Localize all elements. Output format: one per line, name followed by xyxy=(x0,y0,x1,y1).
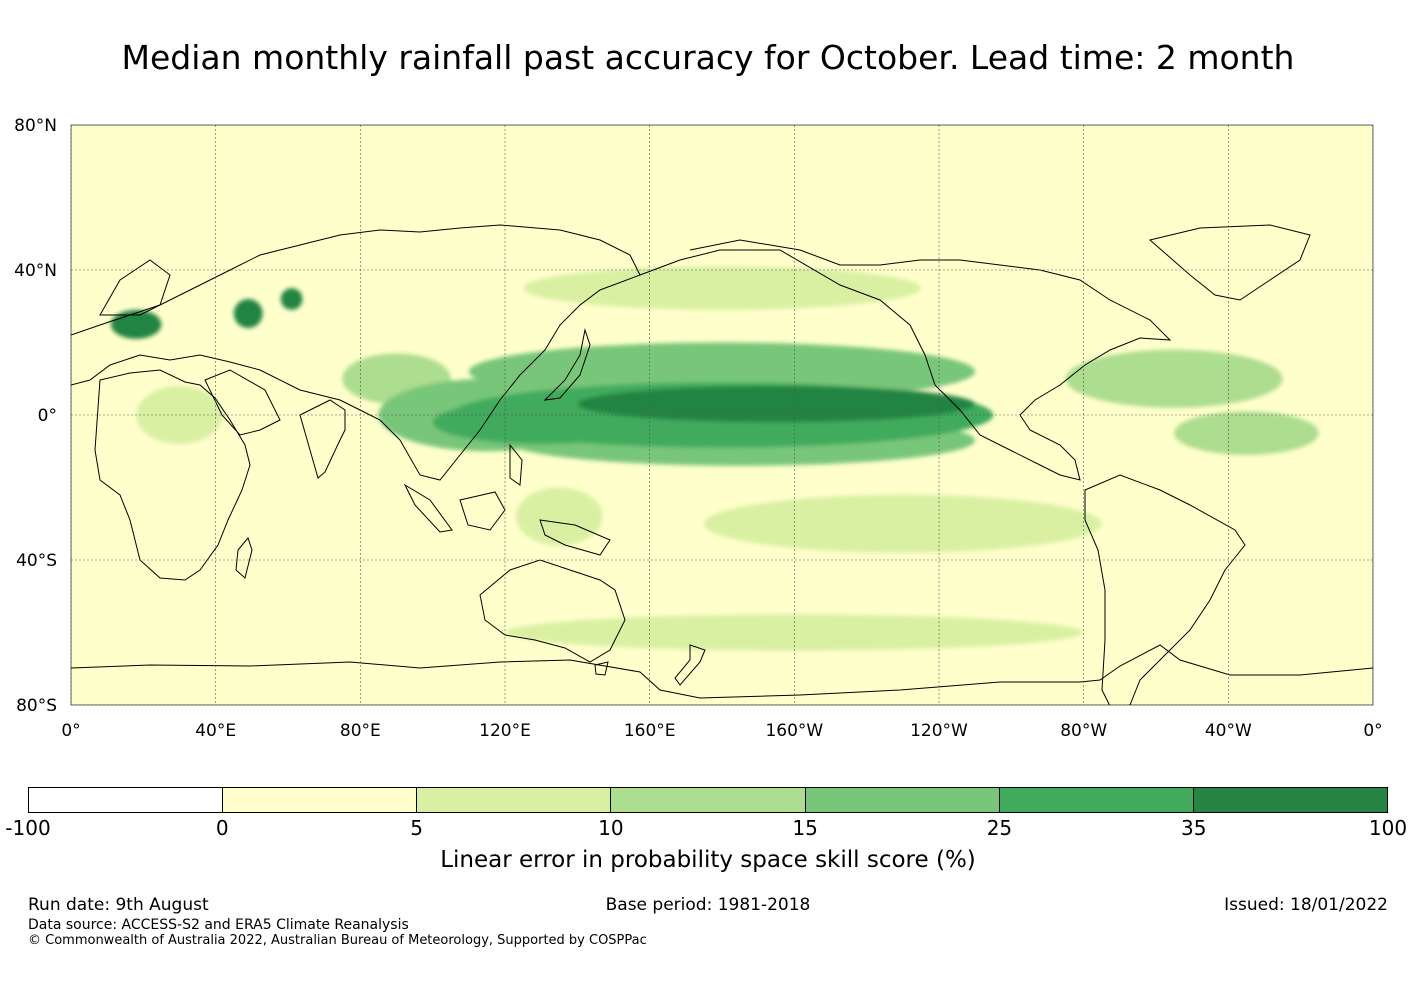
colorbar-tick-label: 5 xyxy=(410,816,423,840)
colorbar-segment xyxy=(999,788,1194,812)
lat-tick-label: 0° xyxy=(38,406,57,426)
lon-tick-label: 0° xyxy=(61,721,80,741)
base-period: Base period: 1981-2018 xyxy=(605,895,811,915)
gridlines xyxy=(71,125,1373,705)
philippines-outline xyxy=(509,443,523,486)
antarctica-outline xyxy=(71,644,1373,699)
lon-tick-label: 80°W xyxy=(1060,721,1107,741)
lat-tick-label: 40°N xyxy=(14,261,57,281)
scandinavia-outline xyxy=(99,259,171,316)
lon-tick-label: 40°W xyxy=(1205,721,1252,741)
colorbar-tick-label: 15 xyxy=(792,816,818,840)
lat-tick-label: 40°S xyxy=(16,551,57,571)
new-zealand-outline xyxy=(674,644,706,686)
skill-map: 80°N 40°N 0° 40°S 80°S 0° 40°E 80°E 120°E 160°E 1… xyxy=(14,116,1383,741)
south-america-outline xyxy=(1084,474,1246,705)
longitude-labels: 0° 40°E 80°E 120°E 160°E 160°W 120°W 80°W 40°W 0° xyxy=(61,721,1382,741)
colorbar-tick-label: 35 xyxy=(1180,816,1207,840)
colorbar-segment xyxy=(223,788,418,812)
eurasia-outline xyxy=(71,224,641,481)
colorbar-tick-label: 10 xyxy=(598,816,624,840)
colorbar xyxy=(28,787,1388,813)
copyright: © Commonwealth of Australia 2022, Austra… xyxy=(28,933,647,948)
colorbar-segment xyxy=(29,788,224,812)
colorbar-tick-label: -100 xyxy=(5,816,51,840)
australia-outline xyxy=(479,559,626,663)
skill-region xyxy=(1065,349,1283,408)
borneo-outline xyxy=(459,491,506,531)
skill-region xyxy=(280,288,303,310)
skill-region xyxy=(515,487,603,546)
skill-region xyxy=(523,266,921,310)
colorbar-tick-label: 25 xyxy=(986,816,1013,840)
lon-tick-label: 40°E xyxy=(195,721,236,741)
colorbar-tick-label: 100 xyxy=(1368,816,1408,840)
lon-tick-label: 160°W xyxy=(765,721,823,741)
tasmania-outline xyxy=(594,661,609,676)
colorbar-label: Linear error in probability space skill … xyxy=(440,847,976,873)
lon-tick-label: 160°E xyxy=(624,721,676,741)
data-source: Data source: ACCESS-S2 and ERA5 Climate … xyxy=(28,917,409,933)
skill-region xyxy=(577,386,976,423)
lon-tick-label: 120°W xyxy=(910,721,968,741)
issued-date: Issued: 18/01/2022 xyxy=(1224,895,1388,915)
skill-region xyxy=(703,494,1102,553)
lon-tick-label: 120°E xyxy=(479,721,531,741)
lon-tick-label: 0° xyxy=(1363,721,1382,741)
colorbar-segment xyxy=(417,788,612,812)
colorbar-segment xyxy=(611,788,806,812)
map-frame xyxy=(70,124,1374,706)
india-outline xyxy=(299,399,346,479)
lat-tick-label: 80°S xyxy=(16,696,57,716)
skill-region xyxy=(468,342,976,401)
skill-region xyxy=(1174,411,1319,455)
colorbar-segment xyxy=(1193,788,1387,812)
skill-region xyxy=(233,299,263,328)
japan-outline xyxy=(543,328,591,401)
run-date: Run date: 9th August xyxy=(28,895,209,915)
colorbar-ticks: -100 0 5 10 15 25 35 100 xyxy=(5,815,1407,841)
africa-outline xyxy=(94,369,251,581)
madagascar-outline xyxy=(235,536,253,579)
lat-tick-label: 80°N xyxy=(14,116,57,136)
skill-region xyxy=(110,309,162,339)
arabia-outline xyxy=(204,369,281,436)
colorbar-tick-label: 0 xyxy=(215,816,229,840)
sumatra-outline xyxy=(403,483,453,533)
lon-tick-label: 80°E xyxy=(340,721,381,741)
latitude-labels: 80°N 40°N 0° 40°S 80°S xyxy=(14,116,57,716)
new-guinea-outline xyxy=(539,519,611,556)
colorbar-segment xyxy=(805,788,1000,812)
map-title: Median monthly rainfall past accuracy fo… xyxy=(121,38,1295,77)
